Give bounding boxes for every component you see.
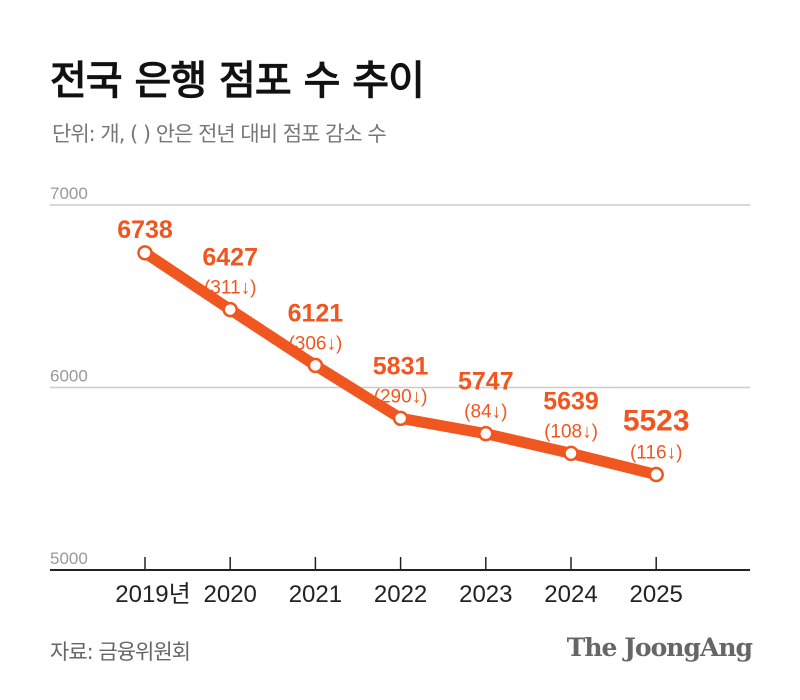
- x-tick-label: 2025: [630, 581, 683, 608]
- data-label: 5747: [458, 368, 514, 396]
- change-label: (290↓): [374, 386, 428, 407]
- data-point: [648, 466, 664, 483]
- data-point: [222, 301, 238, 318]
- data-point: [392, 410, 409, 427]
- x-tick-label: 2022: [374, 581, 427, 608]
- source-note: 자료: 금융위원회: [50, 640, 191, 664]
- change-label: (311↓): [204, 278, 256, 299]
- change-label: (116↓): [630, 443, 682, 464]
- data-label: 6738: [117, 216, 173, 244]
- x-tick-label: 2023: [459, 581, 512, 608]
- data-label: 5523: [623, 405, 690, 438]
- y-tick-label: 6000: [50, 367, 88, 386]
- change-label: (84↓): [464, 402, 507, 423]
- x-tick-label: 2019년: [115, 581, 190, 608]
- data-label: 5831: [373, 352, 429, 380]
- change-label: (108↓): [544, 421, 598, 442]
- x-tick-label: 2021: [289, 581, 342, 608]
- x-tick-label: 2020: [204, 581, 257, 608]
- data-point: [563, 445, 579, 462]
- chart-subtitle: 단위: 개, ( ) 안은 전년 대비 점포 감소 수: [52, 122, 387, 146]
- publisher-logo: The JoongAng: [566, 633, 753, 662]
- x-tick-label: 2024: [544, 581, 597, 608]
- data-point: [307, 357, 324, 374]
- data-point: [137, 245, 153, 261]
- data-point: [478, 425, 494, 442]
- change-label: (306↓): [288, 333, 342, 354]
- chart-title: 전국 은행 점포 수 추이: [50, 58, 425, 104]
- y-tick-label: 5000: [50, 549, 88, 568]
- data-label: 6121: [288, 299, 344, 327]
- data-label: 5639: [543, 387, 599, 415]
- y-tick-label: 7000: [50, 184, 88, 203]
- data-label: 6427: [202, 244, 258, 272]
